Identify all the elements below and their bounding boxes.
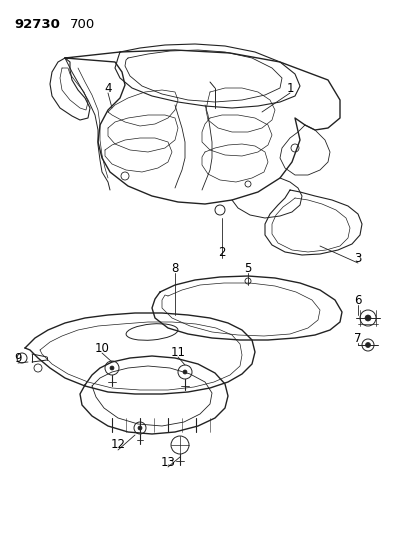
Text: 4: 4 bbox=[104, 82, 112, 94]
Text: 92730: 92730 bbox=[14, 18, 60, 31]
Circle shape bbox=[215, 205, 225, 215]
Text: 13: 13 bbox=[160, 456, 175, 469]
Circle shape bbox=[291, 144, 299, 152]
Circle shape bbox=[245, 181, 251, 187]
Text: 3: 3 bbox=[354, 252, 362, 264]
Circle shape bbox=[121, 172, 129, 180]
Circle shape bbox=[138, 426, 142, 430]
Text: 9: 9 bbox=[14, 351, 22, 365]
Text: 7: 7 bbox=[354, 332, 362, 344]
Text: 1: 1 bbox=[286, 82, 294, 94]
Circle shape bbox=[110, 366, 114, 370]
Circle shape bbox=[245, 278, 251, 284]
Text: 10: 10 bbox=[94, 342, 110, 354]
Text: 6: 6 bbox=[354, 294, 362, 306]
Circle shape bbox=[366, 343, 370, 348]
Text: 12: 12 bbox=[110, 439, 125, 451]
Text: 700: 700 bbox=[70, 18, 95, 31]
Circle shape bbox=[183, 370, 187, 374]
Text: 5: 5 bbox=[244, 262, 252, 274]
Text: 2: 2 bbox=[218, 246, 226, 260]
Text: 8: 8 bbox=[172, 262, 179, 274]
Text: 11: 11 bbox=[170, 345, 185, 359]
Circle shape bbox=[365, 315, 371, 321]
